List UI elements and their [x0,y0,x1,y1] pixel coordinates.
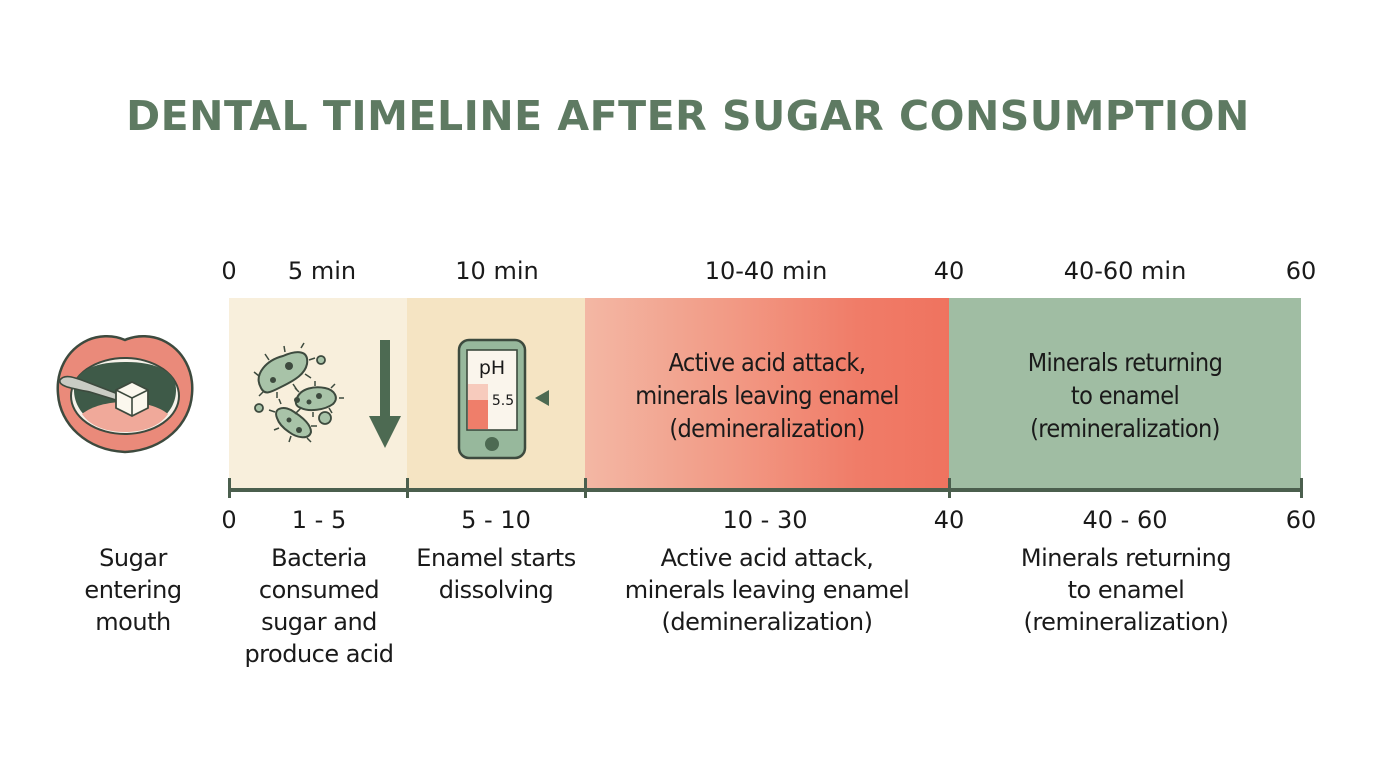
stage-band-demineralization: Active acid attack, minerals leaving ena… [585,298,949,490]
demineralization-band-text: Active acid attack, minerals leaving ena… [635,348,899,443]
top-axis-label-40-60min: 40-60 min [1063,257,1187,285]
remineralization-band-text: Minerals returning to enamel (reminerali… [1027,348,1223,443]
top-axis-label-60: 60 [1285,257,1317,285]
tick-0 [228,478,231,498]
top-axis-label-40: 40 [933,257,965,285]
description-enamel-dissolving: Enamel starts dissolving [416,544,576,604]
bacteria-icon [253,340,401,448]
tick-10 [584,478,587,498]
bottom-axis-label-0: 0 [221,506,237,534]
description-demineralization: Active acid attack, minerals leaving ena… [624,544,910,636]
description-remineralization: Minerals returning to enamel (reminerali… [1020,544,1232,636]
ph-pointer-icon [535,390,549,406]
bottom-axis-label-60: 60 [1285,506,1317,534]
top-axis-label-10-40min: 10-40 min [704,257,828,285]
tick-40 [948,478,951,498]
page-title: DENTAL TIMELINE AFTER SUGAR CONSUMPTION [126,92,1250,140]
top-axis-label-10min: 10 min [455,257,539,285]
bottom-axis-label-5-10: 5 - 10 [461,506,531,534]
description-bacteria: Bacteria consumed sugar and produce acid [244,544,394,668]
top-axis-label-0: 0 [221,257,237,285]
description-sugar-entering: Sugar entering mouth [84,544,182,636]
tick-5 [406,478,409,498]
bottom-axis-label-40-60: 40 - 60 [1082,506,1168,534]
top-axis-label-5min: 5 min [287,257,357,285]
tick-60 [1300,478,1303,498]
ph-label: pH [479,357,505,379]
stage-band-remineralization: Minerals returning to enamel (reminerali… [949,298,1301,490]
ph-value: 5.5 [492,393,514,409]
ph-meter-icon: pH 5.5 [457,338,549,460]
stage-band-bacteria [229,298,407,490]
bottom-axis-label-10-30: 10 - 30 [722,506,808,534]
mouth-with-sugar-icon [56,335,194,454]
timeline-axis [229,488,1302,492]
bottom-axis-label-40: 40 [933,506,965,534]
stage-band-ph: pH 5.5 [407,298,585,490]
bottom-axis-label-1-5: 1 - 5 [291,506,347,534]
